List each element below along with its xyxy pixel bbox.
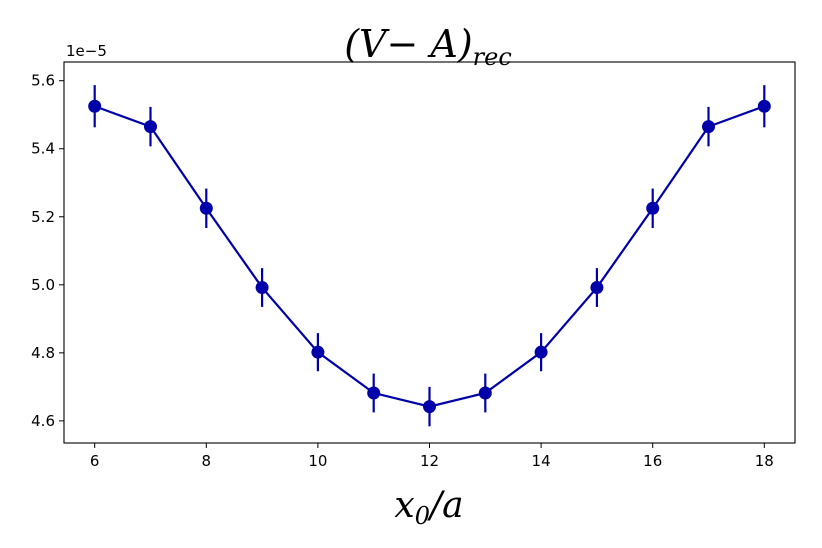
x-tick-label: 12 bbox=[420, 452, 439, 470]
data-point bbox=[757, 99, 771, 113]
data-point bbox=[88, 99, 102, 113]
data-point bbox=[646, 201, 660, 215]
x-tick-label: 8 bbox=[202, 452, 212, 470]
y-tick-label: 5.2 bbox=[31, 208, 55, 226]
data-point bbox=[534, 345, 548, 359]
y-tick-label: 4.6 bbox=[31, 412, 55, 430]
axes: 6 8 10 12 14 16 18 4.6 4.8 5.0 5.2 5.4 5.6 bbox=[31, 61, 796, 470]
data-point bbox=[311, 345, 325, 359]
x-tick-label: 16 bbox=[643, 452, 662, 470]
plot-area bbox=[88, 85, 771, 427]
chart-title: (V− A)rec bbox=[344, 22, 512, 71]
x-tick-label: 18 bbox=[755, 452, 774, 470]
data-point bbox=[478, 386, 492, 400]
y-tick-label: 5.0 bbox=[31, 276, 55, 294]
data-point bbox=[702, 120, 716, 134]
x-tick-label: 14 bbox=[532, 452, 551, 470]
x-tick-label: 10 bbox=[308, 452, 327, 470]
axes-frame bbox=[63, 61, 796, 444]
y-tick-label: 5.6 bbox=[31, 72, 55, 90]
y-offset-label: 1e−5 bbox=[66, 42, 107, 60]
data-point bbox=[423, 400, 436, 414]
x-axis-label: x0/a bbox=[394, 485, 463, 530]
x-tick-label: 6 bbox=[90, 452, 100, 470]
data-point bbox=[143, 120, 157, 134]
y-tick-label: 4.8 bbox=[31, 344, 55, 362]
series-line bbox=[94, 105, 765, 408]
y-tick-label: 5.4 bbox=[31, 140, 55, 158]
data-point bbox=[590, 281, 604, 295]
data-point bbox=[199, 201, 213, 215]
data-point bbox=[255, 281, 269, 295]
data-point bbox=[367, 386, 381, 400]
